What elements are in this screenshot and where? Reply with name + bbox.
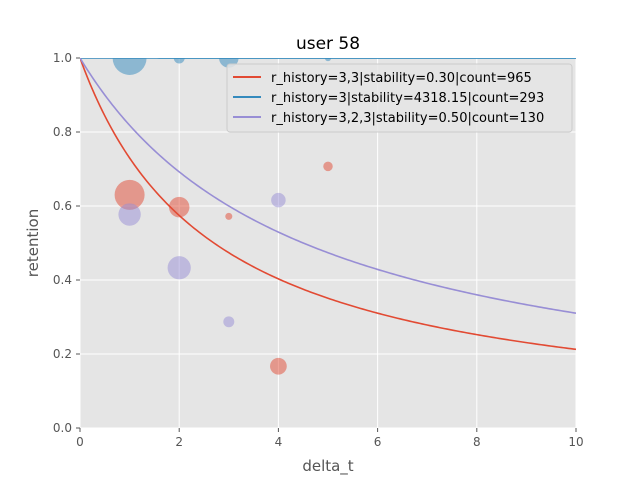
y-tick-label: 0.2 — [53, 347, 72, 361]
scatter-point-series-1 — [323, 162, 332, 171]
x-tick-label: 8 — [473, 435, 481, 449]
legend-label: r_history=3,2,3|stability=0.50|count=130 — [271, 111, 544, 126]
scatter-point-series-3 — [271, 193, 285, 207]
x-tick-label: 0 — [76, 435, 84, 449]
y-tick-label: 0.4 — [53, 273, 72, 287]
y-tick-label: 0.0 — [53, 421, 72, 435]
legend-label: r_history=3,3|stability=0.30|count=965 — [271, 71, 532, 86]
y-tick-label: 0.6 — [53, 199, 72, 213]
y-axis-label: retention — [24, 209, 42, 277]
scatter-point-series-3 — [223, 316, 234, 327]
legend: r_history=3,3|stability=0.30|count=965 r_… — [227, 64, 572, 132]
scatter-point-series-1 — [169, 197, 189, 217]
x-tick-label: 4 — [275, 435, 283, 449]
x-tick-label: 10 — [568, 435, 583, 449]
scatter-point-series-1 — [225, 213, 232, 220]
x-tick-label: 6 — [374, 435, 382, 449]
y-tick-label: 1.0 — [53, 51, 72, 65]
chart-title: user 58 — [296, 34, 360, 54]
legend-label: r_history=3|stability=4318.15|count=293 — [271, 91, 544, 106]
scatter-point-series-1 — [270, 358, 287, 375]
scatter-point-series-3 — [118, 203, 140, 225]
scatter-point-series-3 — [168, 256, 191, 279]
x-tick-label: 2 — [175, 435, 183, 449]
x-axis-label: delta_t — [302, 457, 353, 476]
y-tick-label: 0.8 — [53, 125, 72, 139]
